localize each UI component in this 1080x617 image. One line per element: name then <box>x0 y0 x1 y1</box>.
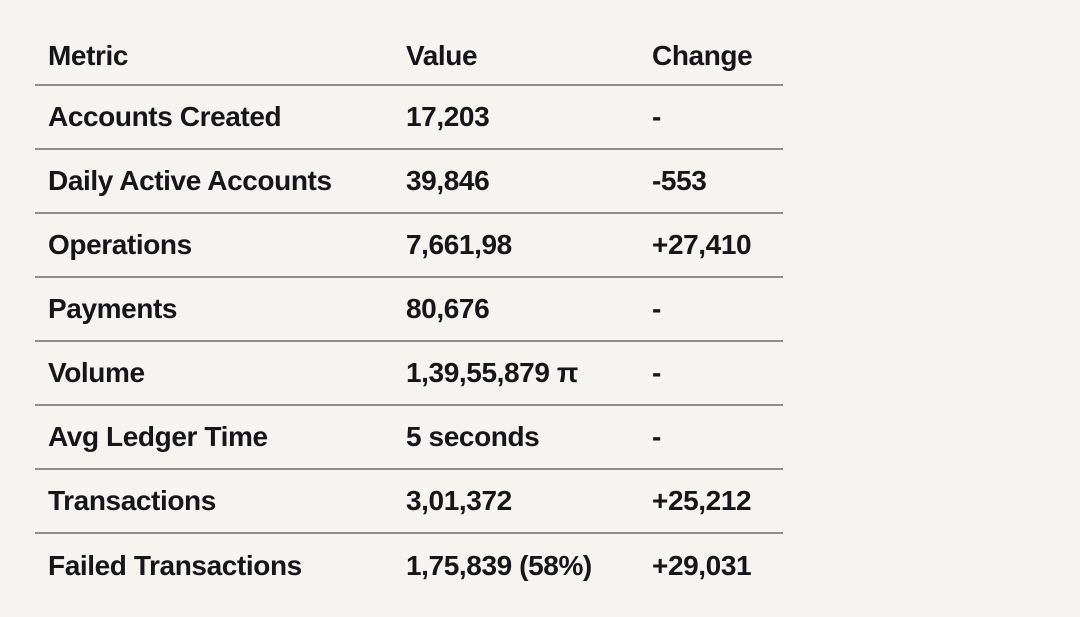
table-row-avg-ledger-time: Avg Ledger Time 5 seconds - <box>35 406 783 470</box>
metric-label: Daily Active Accounts <box>48 165 332 196</box>
table-row-daily-active-accounts: Daily Active Accounts 39,846 -553 <box>35 150 783 214</box>
metric-change: - <box>652 101 661 132</box>
table-row-volume: Volume 1,39,55,879 π - <box>35 342 783 406</box>
metric-value: 3,01,372 <box>406 485 512 516</box>
metric-label: Volume <box>48 357 145 388</box>
table-row-operations: Operations 7,661,98 +27,410 <box>35 214 783 278</box>
table-header-row: Metric Value Change <box>35 28 783 86</box>
column-header-value: Value <box>406 40 478 71</box>
metric-change: +27,410 <box>652 229 752 260</box>
metric-change: +25,212 <box>652 485 752 516</box>
metric-value: 1,75,839 (58%) <box>406 550 592 581</box>
metric-label: Accounts Created <box>48 101 282 132</box>
table-row-accounts-created: Accounts Created 17,203 - <box>35 86 783 150</box>
metric-label: Payments <box>48 293 178 324</box>
metric-label: Avg Ledger Time <box>48 421 268 452</box>
column-header-change: Change <box>652 40 753 71</box>
table-row-transactions: Transactions 3,01,372 +25,212 <box>35 470 783 534</box>
metric-value: 39,846 <box>406 165 490 196</box>
metric-change: +29,031 <box>652 550 752 581</box>
metric-label: Failed Transactions <box>48 550 302 581</box>
metric-value: 5 seconds <box>406 421 540 452</box>
table-row-failed-transactions: Failed Transactions 1,75,839 (58%) +29,0… <box>35 534 783 598</box>
metric-value: 1,39,55,879 π <box>406 357 578 388</box>
metric-label: Operations <box>48 229 192 260</box>
metric-change: - <box>652 293 661 324</box>
metric-change: -553 <box>652 165 707 196</box>
metric-change: - <box>652 357 661 388</box>
metric-value: 7,661,98 <box>406 229 512 260</box>
metric-value: 17,203 <box>406 101 490 132</box>
metric-label: Transactions <box>48 485 216 516</box>
column-header-metric: Metric <box>48 40 129 71</box>
metrics-table: Metric Value Change Accounts Created 17,… <box>35 28 783 598</box>
table-row-payments: Payments 80,676 - <box>35 278 783 342</box>
metric-value: 80,676 <box>406 293 490 324</box>
metric-change: - <box>652 421 661 452</box>
